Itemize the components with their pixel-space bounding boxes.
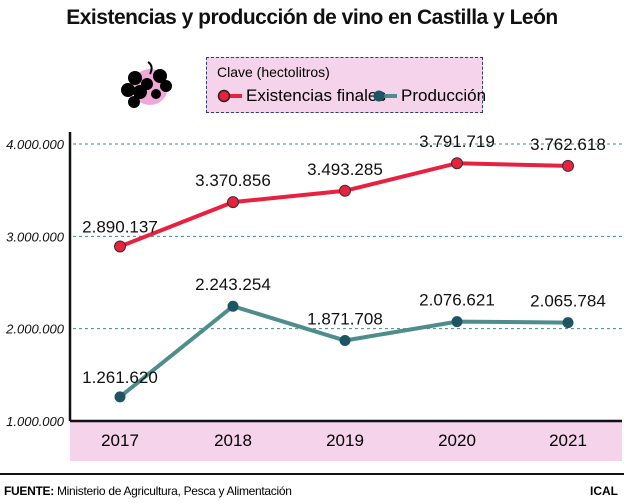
data-label: 1.261.620 (82, 368, 158, 387)
data-point (339, 335, 351, 347)
x-tick-label: 2017 (101, 431, 139, 450)
x-tick-label: 2020 (438, 431, 476, 450)
x-tick-label: 2018 (214, 431, 252, 450)
footer-divider (0, 473, 624, 475)
data-point (562, 317, 574, 329)
data-point (227, 196, 239, 209)
x-tick-label: 2019 (326, 431, 364, 450)
y-tick-label: 1.000.000 (6, 414, 65, 429)
brand-label: ICAL (590, 484, 618, 498)
source-note: FUENTE: Ministerio de Agricultura, Pesca… (4, 484, 292, 498)
data-label: 2.890.137 (82, 217, 158, 236)
teal-line-marker-icon (373, 90, 397, 102)
data-point (114, 240, 126, 253)
data-point (451, 316, 463, 328)
data-point (339, 184, 351, 197)
line-chart: 1.000.000 2.000.000 3.000.000 4.000.000 2017… (5, 132, 622, 461)
y-tick-label: 3.000.000 (6, 229, 65, 244)
data-label: 2.243.254 (195, 275, 271, 294)
data-label: 2.065.784 (530, 292, 606, 311)
data-label: 1.871.708 (307, 310, 383, 329)
data-label: 3.762.618 (530, 135, 606, 154)
data-label: 3.493.285 (307, 160, 383, 179)
data-label: 3.791.719 (419, 132, 495, 151)
x-axis-band (70, 421, 622, 461)
data-point (114, 391, 126, 403)
y-tick-label: 4.000.000 (6, 137, 65, 152)
red-line-marker-icon (217, 89, 242, 103)
legend: Clave (hectolitros) Existencias finales … (206, 57, 486, 113)
legend-item-produccion: Producción (372, 86, 486, 106)
data-point (227, 300, 239, 312)
data-point (451, 157, 463, 170)
data-label: 3.370.856 (195, 171, 271, 190)
data-label: 2.076.621 (419, 291, 495, 310)
y-tick-label: 2.000.000 (5, 322, 65, 337)
legend-item-existencias: Existencias finales (217, 86, 386, 106)
legend-title: Clave (hectolitros) (217, 64, 330, 80)
data-point (562, 159, 574, 172)
x-tick-label: 2021 (549, 431, 587, 450)
chart-title: Existencias y producción de vino en Cast… (66, 6, 558, 29)
